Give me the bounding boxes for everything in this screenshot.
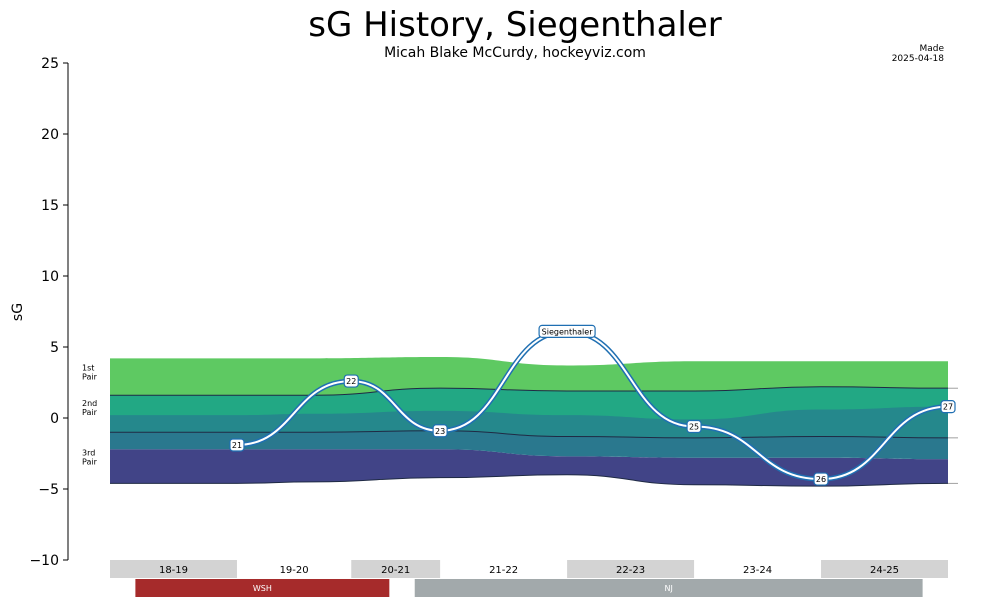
pair-label: 3rd xyxy=(82,449,95,458)
boundary-line-3rd_upper xyxy=(109,430,949,439)
label-text: 26 xyxy=(816,475,826,484)
y-axis-label: sG xyxy=(10,303,26,321)
player-name-label: Siegenthaler xyxy=(538,324,596,338)
made-date: 2025-04-18 xyxy=(892,54,945,64)
team-bar xyxy=(135,579,390,597)
pair-bands xyxy=(110,356,948,487)
y-tick-label: 5 xyxy=(50,340,59,356)
season-label: 21-22 xyxy=(489,565,518,576)
season-cell xyxy=(821,560,948,578)
y-tick-label: 15 xyxy=(41,198,59,214)
label-box xyxy=(229,438,245,452)
y-tick-label: −10 xyxy=(29,553,59,569)
y-tick-label: −5 xyxy=(38,482,59,498)
y-tick-label: 10 xyxy=(41,269,59,285)
pair-label: Pair xyxy=(82,372,98,381)
boundary-line-2nd_upper xyxy=(109,386,949,396)
made-label: Made xyxy=(919,44,944,54)
pair-label: 2nd xyxy=(82,399,97,408)
player-series: 21 22 23 Siegenthaler 25 26 27 xyxy=(229,324,956,486)
label-text: 23 xyxy=(435,427,445,436)
season-point-label: 25 xyxy=(686,419,702,434)
label-text: 21 xyxy=(232,441,242,450)
season-point-label: 21 xyxy=(229,438,245,452)
season-label: 24-25 xyxy=(870,565,899,576)
y-tick-label: 20 xyxy=(41,127,59,143)
label-box xyxy=(432,424,448,438)
y-axis: −10 −5 0 5 10 15 20 25 xyxy=(29,56,69,569)
pair-label: Pair xyxy=(82,408,98,417)
season-label: 23-24 xyxy=(743,565,772,576)
season-strip: 18-19 19-20 20-21 21-22 22-23 23-24 24-25 xyxy=(110,560,948,578)
y-tick-label: 0 xyxy=(50,411,59,427)
y-tick-label: 25 xyxy=(41,56,59,72)
season-cell xyxy=(110,560,237,578)
season-point-label: 26 xyxy=(813,472,829,486)
band-boundary-lines xyxy=(109,386,958,487)
team-label: WSH xyxy=(253,584,272,593)
label-box xyxy=(940,400,956,414)
season-point-label: 22 xyxy=(343,374,359,388)
band-3rd-pair-lower xyxy=(110,449,948,487)
label-text: Siegenthaler xyxy=(542,327,594,336)
chart-title: sG History, Siegenthaler xyxy=(308,5,722,45)
team-label: NJ xyxy=(664,584,672,593)
label-text: 22 xyxy=(346,377,356,386)
band-1st-pair xyxy=(110,356,948,396)
label-box xyxy=(813,472,829,486)
label-box xyxy=(343,374,359,388)
season-label: 19-20 xyxy=(280,565,309,576)
label-box xyxy=(686,419,702,434)
season-label: 22-23 xyxy=(616,565,645,576)
season-cell xyxy=(567,560,695,578)
pair-label: Pair xyxy=(82,458,98,467)
chart-subtitle: Micah Blake McCurdy, hockeyviz.com xyxy=(384,45,646,61)
season-point-label: 27 xyxy=(940,400,956,414)
band-2nd-pair-lower xyxy=(110,406,948,438)
season-cell xyxy=(351,560,441,578)
team-bar xyxy=(414,579,923,597)
season-label: 20-21 xyxy=(381,565,410,576)
team-strip: WSH NJ xyxy=(135,579,923,597)
label-box xyxy=(538,324,596,338)
label-text: 27 xyxy=(943,403,953,412)
season-label: 18-19 xyxy=(159,565,188,576)
season-point-label: 23 xyxy=(432,424,448,438)
pair-label: 1st xyxy=(82,363,94,372)
boundary-line-floor xyxy=(110,474,949,487)
label-text: 25 xyxy=(689,423,699,432)
